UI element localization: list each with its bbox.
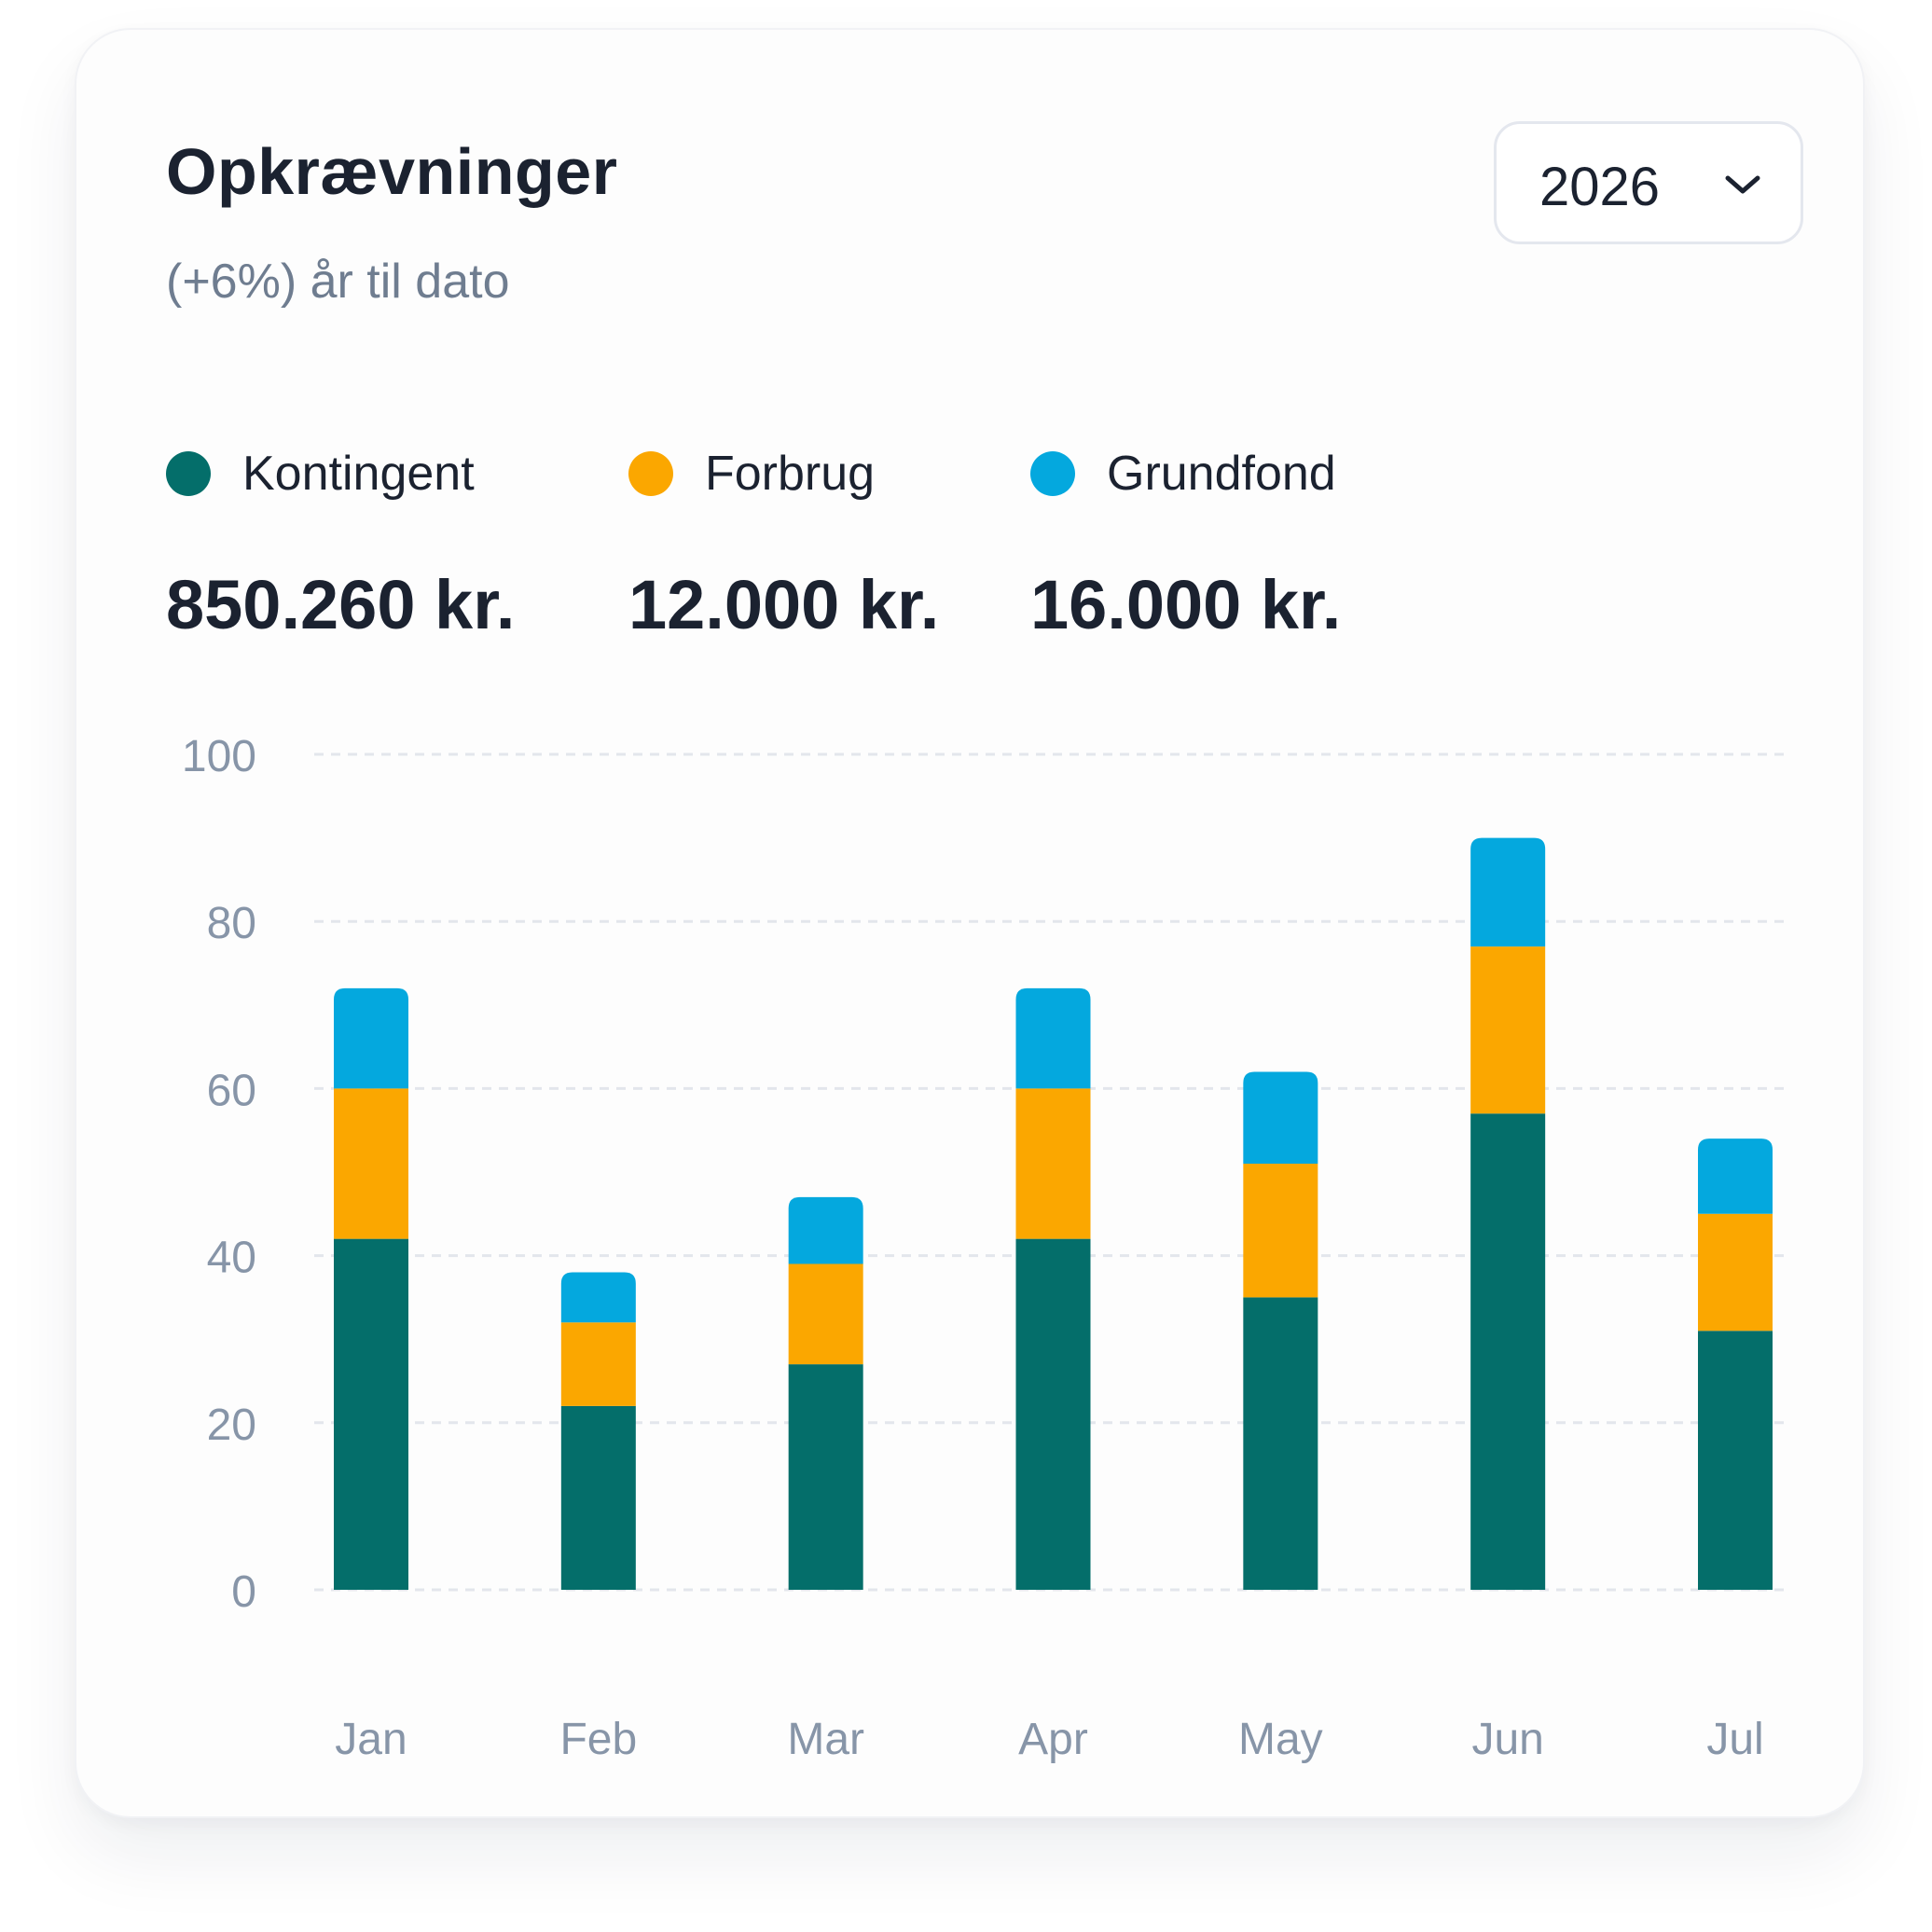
bar-apr-kontingent [1015, 1238, 1091, 1590]
bar-apr-forbrug [1015, 1088, 1091, 1239]
charges-card: Opkrævninger (+6%) år til dato 2026 Kont… [75, 28, 1865, 1818]
bar-jan-forbrug [334, 1088, 408, 1239]
bar-jan-kontingent [334, 1238, 408, 1590]
x-tick-label: Mar [787, 1715, 864, 1764]
bar-jun-grundfond [1470, 837, 1546, 947]
legend-label-kontingent: Kontingent [242, 447, 475, 501]
year-select-value: 2026 [1539, 157, 1661, 217]
legend-amount-kontingent: 850.260 kr. [166, 566, 516, 643]
x-tick-label: Jun [1471, 1715, 1543, 1764]
legend-amount-grundfond: 16.000 kr. [1030, 566, 1342, 643]
x-tick-label: Jan [335, 1715, 407, 1764]
bar-may-forbrug [1243, 1164, 1318, 1298]
bar-jun-kontingent [1470, 1113, 1546, 1590]
bar-feb-forbrug [560, 1322, 636, 1406]
x-tick-label: Apr [1018, 1715, 1088, 1764]
ytd-change-subtitle: (+6%) år til dato [166, 255, 510, 309]
x-tick-label: Jul [1706, 1715, 1763, 1764]
bar-may-grundfond [1243, 1071, 1318, 1165]
chevron-down-icon [1725, 175, 1760, 194]
bar-apr-grundfond [1015, 987, 1091, 1089]
y-tick-label: 80 [207, 899, 256, 948]
x-tick-label: Feb [559, 1715, 637, 1764]
y-tick-label: 20 [207, 1401, 256, 1450]
y-tick-label: 40 [207, 1234, 256, 1283]
legend-dot-kontingent [166, 451, 211, 496]
y-tick-label: 100 [182, 732, 256, 781]
card-title: Opkrævninger [166, 135, 618, 208]
x-tick-label: May [1238, 1715, 1323, 1764]
bar-jan-grundfond [334, 987, 408, 1089]
legend-amount-forbrug: 12.000 kr. [628, 566, 940, 643]
bar-feb-grundfond [560, 1272, 636, 1323]
legend-dot-forbrug [628, 451, 673, 496]
legend-label-grundfond: Grundfond [1107, 447, 1336, 501]
bar-jun-forbrug [1470, 946, 1546, 1114]
stacked-bar-chart: 0 20 40 60 80 100 Jan Feb Mar Apr May Jun Jul [182, 732, 1787, 1764]
y-tick-label: 60 [207, 1066, 256, 1115]
y-tick-label: 0 [231, 1567, 256, 1617]
bar-jul-forbrug [1698, 1213, 1773, 1332]
bar-feb-kontingent [560, 1405, 636, 1590]
bar-jul-kontingent [1698, 1331, 1773, 1590]
legend-dot-grundfond [1030, 451, 1075, 496]
bar-may-kontingent [1243, 1297, 1318, 1590]
bar-mar-forbrug [788, 1263, 863, 1365]
year-select[interactable]: 2026 [1494, 121, 1803, 244]
bar-jul-grundfond [1698, 1138, 1773, 1214]
legend-label-forbrug: Forbrug [705, 447, 876, 501]
bar-mar-kontingent [788, 1364, 863, 1590]
bar-mar-grundfond [788, 1196, 863, 1264]
